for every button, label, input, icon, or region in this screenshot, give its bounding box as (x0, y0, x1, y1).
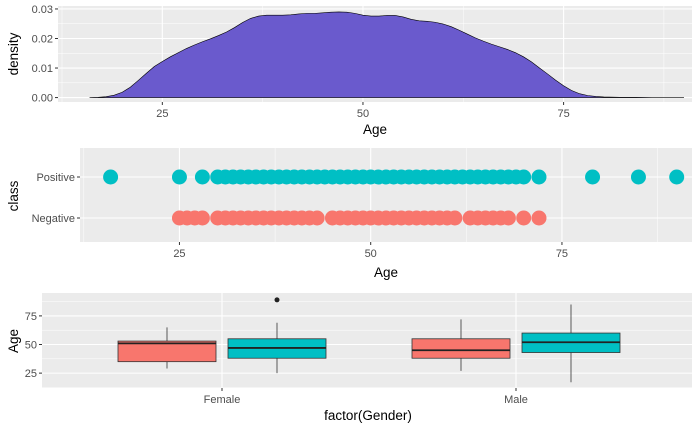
boxplot-x-axis-title: factor(Gender) (324, 408, 412, 423)
density-y-tick-label: 0.03 (32, 4, 53, 16)
density-x-tick-label: 25 (156, 108, 168, 120)
boxplot-y-tick-label: 50 (25, 340, 37, 352)
scatter-x-axis-title: Age (374, 265, 398, 280)
scatter-x-tick-label: 50 (365, 248, 377, 260)
density-x-tick-label: 75 (557, 108, 569, 120)
scatter-x-tick-label: 25 (173, 248, 185, 260)
scatter-point-negative (194, 210, 210, 226)
density-area (88, 11, 685, 98)
scatter-panel-background (80, 148, 692, 242)
scatter-point-negative (531, 210, 547, 226)
boxplot-y-axis-title: Age (6, 329, 21, 353)
boxplot-boxes (117, 297, 621, 383)
scatter-point-positive (516, 169, 532, 185)
boxplot-x-tick-label: Female (204, 394, 241, 406)
boxplot-y-tick-label: 25 (25, 368, 37, 380)
scatter-point-negative (516, 210, 532, 226)
scatter-point-positive (531, 169, 547, 185)
box-male-negative (411, 319, 511, 371)
box-iqr (117, 340, 217, 363)
density-x-tick-label: 50 (357, 108, 369, 120)
box-female-negative (117, 327, 217, 369)
scatter-point-positive (103, 169, 119, 185)
scatter-y-tick-label: Negative (32, 213, 75, 225)
density-plot: 0.00 0.01 0.02 0.03 25 50 75 Age density (6, 4, 692, 137)
scatter-point-negative (500, 210, 516, 226)
density-y-axis-title: density (6, 32, 21, 75)
box-iqr (411, 338, 511, 359)
boxplot-y-tick-label: 75 (25, 311, 37, 323)
scatter-y-tick-label: Positive (36, 172, 75, 184)
scatter-point-negative (447, 210, 463, 226)
scatter-point-positive (585, 169, 601, 185)
scatter-point-negative (309, 210, 325, 226)
scatter-point-positive (669, 169, 685, 185)
boxplot-ticks: 25 50 75 Female Male (25, 311, 528, 406)
density-y-tick-label: 0.02 (32, 33, 53, 45)
scatter-point-positive (194, 169, 210, 185)
class-scatter-plot: 25 50 75 Negative Positive Age class (6, 148, 692, 280)
gender-boxplot: 25 50 75 Female Male factor(Gender) Age (6, 293, 692, 423)
scatter-point-positive (630, 169, 646, 185)
scatter-y-axis-title: class (6, 180, 21, 211)
scatter-x-tick-label: 75 (556, 248, 568, 260)
scatter-point-positive (171, 169, 187, 185)
scatter-ticks: 25 50 75 Negative Positive (32, 172, 568, 260)
box-female-positive (227, 297, 327, 374)
box-outlier (274, 297, 280, 303)
density-y-tick-label: 0.01 (32, 63, 53, 75)
density-x-axis-title: Age (363, 122, 387, 137)
scatter-points (103, 169, 685, 226)
box-male-positive (521, 304, 621, 383)
density-y-tick-label: 0.00 (32, 93, 53, 105)
density-ticks: 0.00 0.01 0.02 0.03 25 50 75 (32, 4, 570, 120)
boxplot-x-tick-label: Male (504, 394, 528, 406)
